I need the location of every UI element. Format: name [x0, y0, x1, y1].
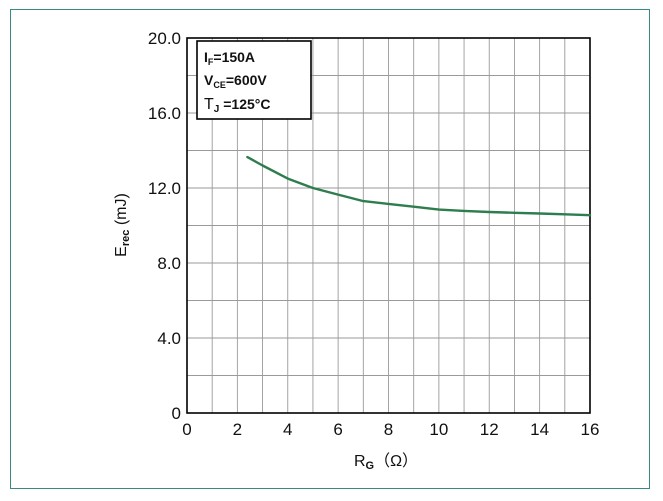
- x-tick-label: 6: [333, 420, 342, 439]
- x-tick-label: 10: [429, 420, 448, 439]
- x-tick-label: 14: [530, 420, 549, 439]
- y-tick-label: 12.0: [148, 179, 181, 198]
- y-axis-label: Erec (mJ): [113, 193, 132, 257]
- grid: [187, 38, 590, 413]
- y-tick-label: 4.0: [157, 329, 181, 348]
- x-tick-label: 0: [182, 420, 191, 439]
- x-tick-labels: 0 2 4 6 8 10 12 14 16: [182, 420, 599, 439]
- x-tick-label: 16: [581, 420, 600, 439]
- y-tick-label: 0: [172, 404, 181, 423]
- series-layer: [246, 155, 592, 217]
- chart-frame: [10, 9, 650, 489]
- plot-border: [186, 37, 591, 414]
- x-tick-label: 4: [283, 420, 292, 439]
- y-tick-label: 20.0: [148, 29, 181, 48]
- annotation-voltage: VCE=600V: [204, 72, 267, 90]
- y-tick-labels: 0 4.0 8.0 12.0 16.0 20.0: [148, 29, 181, 423]
- series-line-erec: [246, 155, 592, 217]
- annotation-temperature: TJ =125°C: [204, 96, 270, 115]
- x-tick-label: 2: [233, 420, 242, 439]
- annotation-box: [196, 40, 312, 120]
- x-tick-label: 8: [384, 420, 393, 439]
- y-tick-label: 8.0: [157, 254, 181, 273]
- x-axis-label: RG（Ω）: [354, 452, 418, 472]
- annotation-current: IF=150A: [204, 49, 255, 67]
- y-tick-label: 16.0: [148, 104, 181, 123]
- x-tick-label: 12: [480, 420, 499, 439]
